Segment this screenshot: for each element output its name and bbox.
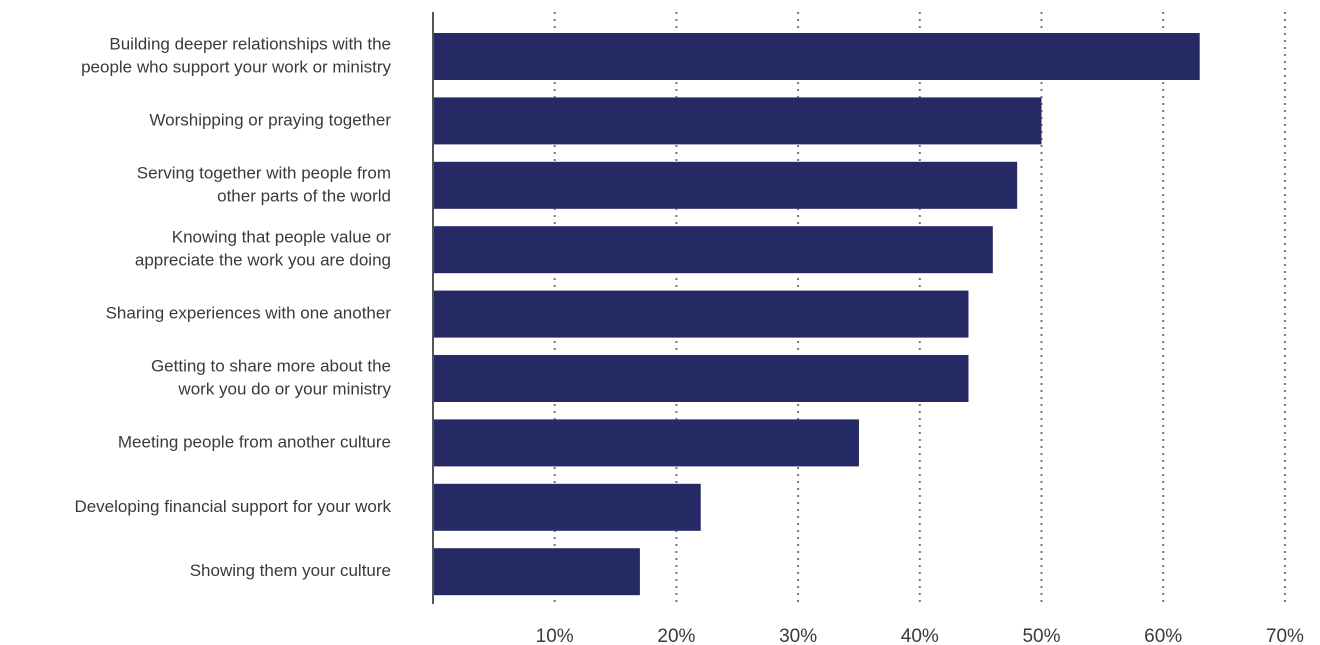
bar-5 — [433, 355, 969, 402]
x-tick-labels: 10% 20% 30% 40% 50% 60% 70% — [536, 626, 1304, 645]
bar-4 — [433, 290, 969, 338]
category-label-4: Sharing experiences with one another — [106, 304, 392, 323]
category-label-line: appreciate the work you are doing — [135, 251, 391, 270]
bar-8 — [433, 548, 640, 596]
category-label-line: Worshipping or praying together — [149, 110, 391, 129]
category-label-line: Showing them your culture — [190, 561, 391, 580]
category-label-7: Developing financial support for your wo… — [74, 497, 391, 516]
category-label-line: Meeting people from another culture — [118, 432, 391, 451]
tick-label-30: 30% — [779, 626, 817, 645]
category-label-line: other parts of the world — [217, 186, 391, 205]
bar-2 — [433, 161, 1018, 209]
bar-0 — [433, 33, 1200, 80]
category-label-line: Developing financial support for your wo… — [74, 497, 391, 516]
category-label-line: Sharing experiences with one another — [106, 304, 392, 323]
category-label-8: Showing them your culture — [190, 561, 391, 580]
category-label-1: Worshipping or praying together — [149, 110, 391, 129]
bar-6 — [433, 419, 859, 467]
category-label-line: work you do or your ministry — [177, 379, 391, 398]
category-label-line: Serving together with people from — [137, 163, 391, 182]
category-label-5: Getting to share more about the work you … — [151, 356, 392, 398]
bar-1 — [433, 97, 1042, 145]
category-label-line: Knowing that people value or — [172, 228, 392, 247]
category-label-line: people who support your work or ministry — [81, 57, 391, 76]
tick-label-50: 50% — [1022, 626, 1060, 645]
category-labels: Building deeper relationships with the pe… — [74, 34, 391, 580]
tick-label-10: 10% — [536, 626, 574, 645]
tick-label-60: 60% — [1144, 626, 1182, 645]
bar-3 — [433, 226, 993, 274]
bar-7 — [433, 483, 701, 531]
category-label-0: Building deeper relationships with the pe… — [81, 34, 391, 76]
tick-label-70: 70% — [1266, 626, 1304, 645]
tick-label-40: 40% — [901, 626, 939, 645]
bars — [433, 33, 1200, 596]
category-label-3: Knowing that people value or appreciate t… — [135, 228, 391, 270]
category-label-line: Getting to share more about the — [151, 356, 391, 375]
category-label-2: Serving together with people from other p… — [137, 163, 391, 205]
category-label-6: Meeting people from another culture — [118, 432, 391, 451]
tick-label-20: 20% — [657, 626, 695, 645]
category-label-line: Building deeper relationships with the — [109, 34, 391, 53]
